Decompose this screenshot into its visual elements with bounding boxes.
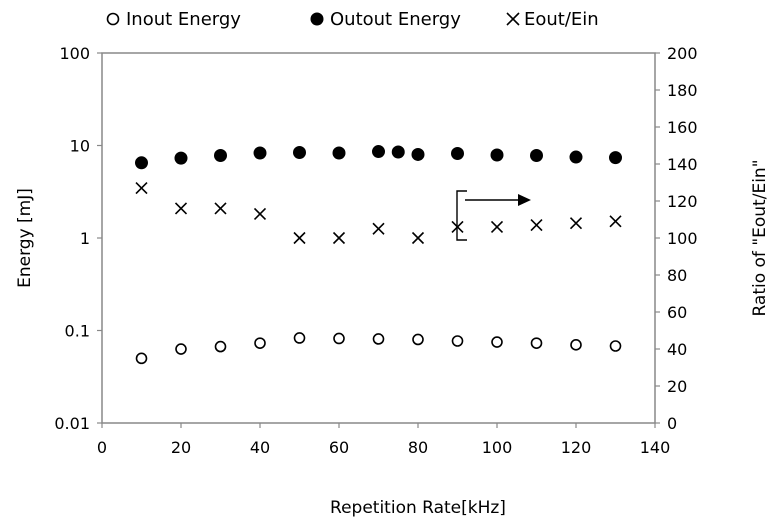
data-point-open-circle <box>451 335 464 347</box>
data-point-open-circle <box>175 343 187 355</box>
data-point-x <box>569 217 583 230</box>
y-tick-label: 1 <box>80 229 90 248</box>
legend: Inout Energy Outout Energy Eout/Ein <box>106 9 599 30</box>
legend-item-output-energy: Outout Energy <box>310 9 461 30</box>
data-point-filled-circle <box>332 146 346 160</box>
y-axis-ticks: 0.01 0.1 1 10 100 <box>54 44 102 433</box>
y2-tick-label: 40 <box>667 340 687 359</box>
data-point-filled-circle <box>391 145 405 159</box>
data-point-open-circle <box>254 337 266 349</box>
data-point-open-circle <box>135 352 148 365</box>
data-point-open-circle <box>412 333 424 346</box>
data-point-x <box>609 215 622 228</box>
data-point-x <box>214 202 227 215</box>
data-point-filled-circle <box>293 146 306 160</box>
x-tick-label: 140 <box>640 438 671 457</box>
data-point-x <box>530 218 543 232</box>
y2-tick-label: 0 <box>667 414 677 433</box>
y-tick-label: 0.1 <box>65 322 90 341</box>
y2-tick-label: 80 <box>667 266 687 285</box>
data-point-x <box>332 231 346 245</box>
axis-annotation-arrow <box>456 190 531 241</box>
data-point-filled-circle <box>411 147 425 161</box>
y2-axis-ticks: 0 20 40 60 80 100 120 140 160 180 200 <box>655 44 698 433</box>
x-tick-label: 100 <box>482 438 513 457</box>
legend-marker-x <box>506 12 520 26</box>
data-point-filled-circle <box>451 146 464 160</box>
data-point-filled-circle <box>530 148 543 162</box>
x-axis-label: Repetition Rate[kHz] <box>330 498 506 518</box>
data-point-filled-circle <box>609 151 622 165</box>
y-axis-label: Energy [mJ] <box>15 188 35 288</box>
data-point-filled-circle <box>569 150 583 164</box>
data-point-open-circle <box>214 340 227 353</box>
annotation-arrow-head <box>518 194 531 206</box>
data-point-filled-circle <box>174 151 188 165</box>
y2-tick-label: 140 <box>667 155 698 174</box>
y2-tick-label: 100 <box>667 229 698 248</box>
y-tick-label: 100 <box>59 44 90 63</box>
data-point-open-circle <box>293 332 306 344</box>
legend-item-input-energy: Inout Energy <box>106 9 241 30</box>
y2-tick-label: 180 <box>667 81 698 100</box>
data-point-open-circle <box>333 332 345 345</box>
data-point-x <box>174 202 188 215</box>
data-point-open-circle <box>491 336 503 348</box>
y-tick-label: 0.01 <box>54 414 90 433</box>
data-point-x <box>135 181 148 195</box>
x-tick-label: 20 <box>171 438 191 457</box>
data-point-x <box>490 220 504 233</box>
x-tick-label: 120 <box>561 438 592 457</box>
y2-tick-label: 160 <box>667 118 698 137</box>
data-point-filled-circle <box>214 148 227 162</box>
data-point-filled-circle <box>372 145 385 159</box>
legend-marker-open-circle <box>106 12 120 26</box>
series-2 <box>135 181 622 245</box>
x-tick-label: 80 <box>408 438 428 457</box>
x-axis-ticks: 0 20 40 60 80 100 120 140 <box>97 423 670 457</box>
x-tick-label: 40 <box>250 438 270 457</box>
legend-marker-filled-circle <box>310 12 324 26</box>
annotation-bracket <box>456 190 467 241</box>
data-point-filled-circle <box>135 156 148 170</box>
y2-tick-label: 20 <box>667 377 687 396</box>
data-series <box>135 145 622 365</box>
legend-label-input-energy: Inout Energy <box>126 9 241 30</box>
legend-label-output-energy: Outout Energy <box>330 9 461 30</box>
data-point-open-circle <box>530 337 543 349</box>
data-point-open-circle <box>609 340 622 352</box>
x-tick-label: 0 <box>97 438 107 457</box>
y2-tick-label: 200 <box>667 44 698 63</box>
y-tick-label: 10 <box>70 137 90 156</box>
data-point-x <box>372 222 385 235</box>
data-point-x <box>293 231 306 245</box>
data-point-x <box>411 231 425 245</box>
legend-label-ratio: Eout/Ein <box>524 9 599 30</box>
x-tick-label: 60 <box>329 438 349 457</box>
data-point-filled-circle <box>253 146 267 160</box>
y2-axis-label: Ratio of "Eout/Ein" <box>750 159 768 316</box>
data-point-open-circle <box>570 339 582 351</box>
data-point-filled-circle <box>490 148 504 162</box>
y2-tick-label: 120 <box>667 192 698 211</box>
series-1 <box>135 145 622 170</box>
plot-area <box>101 52 656 424</box>
y2-tick-label: 60 <box>667 303 687 322</box>
series-0 <box>135 332 622 365</box>
data-point-x <box>253 207 267 221</box>
legend-item-ratio: Eout/Ein <box>506 9 599 30</box>
data-point-open-circle <box>372 333 385 345</box>
